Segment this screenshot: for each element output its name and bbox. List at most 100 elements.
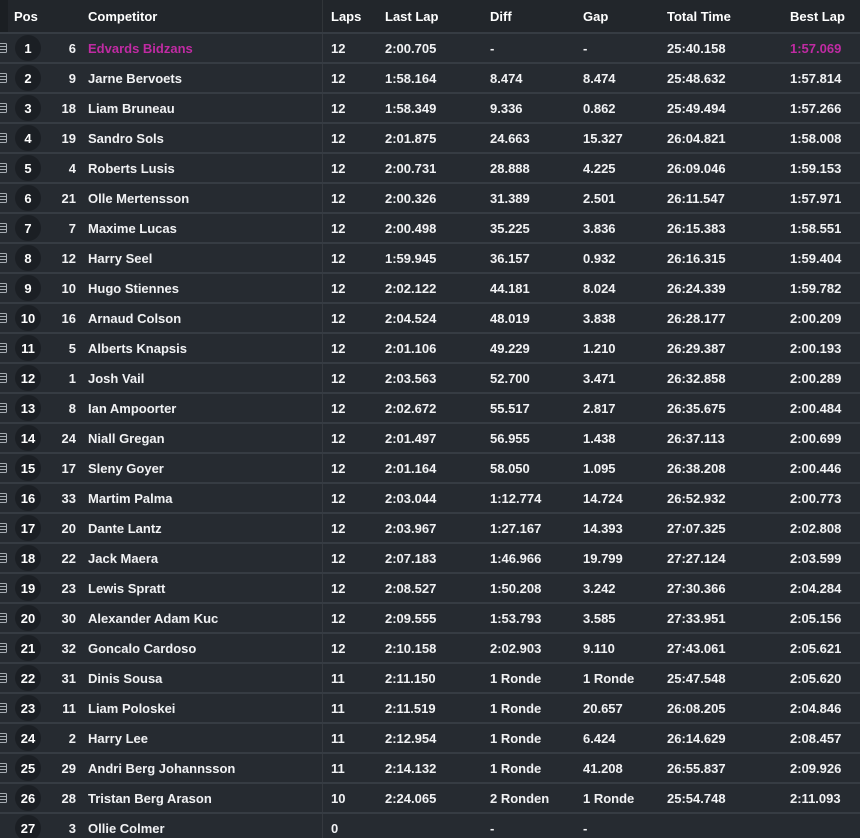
table-row[interactable]: 16 33 Martim Palma 12 2:03.044 1:12.774 …	[0, 482, 860, 512]
lap-chart-icon[interactable]	[0, 402, 7, 414]
diff-value: 1:53.793	[490, 610, 542, 626]
best-lap-value: 2:00.289	[790, 370, 842, 386]
lap-chart-icon[interactable]	[0, 732, 7, 744]
table-row[interactable]: 27 3 Ollie Colmer 0 - -	[0, 812, 860, 838]
table-row[interactable]: 12 1 Josh Vail 12 2:03.563 52.700 3.471 …	[0, 362, 860, 392]
position-cell: 11	[8, 335, 44, 361]
diff-value: 35.225	[490, 220, 530, 236]
position-badge: 20	[15, 605, 41, 631]
lap-chart-icon[interactable]	[0, 252, 7, 264]
car-number: 3	[68, 820, 76, 836]
competitor-name: Niall Gregan	[88, 430, 165, 446]
row-icon-cell	[0, 274, 8, 302]
last-lap-value: 2:03.967	[385, 520, 437, 536]
lap-chart-icon[interactable]	[0, 162, 7, 174]
car-number: 6	[68, 40, 76, 56]
competitor-name: Harry Seel	[88, 250, 153, 266]
lap-chart-icon[interactable]	[0, 42, 7, 54]
competitor-name: Jack Maera	[88, 550, 159, 566]
row-icon-cell	[0, 604, 8, 632]
table-row[interactable]: 1 6 Edvards Bidzans 12 2:00.705 - - 25:4…	[0, 32, 860, 62]
table-row[interactable]: 8 12 Harry Seel 12 1:59.945 36.157 0.932…	[0, 242, 860, 272]
table-row[interactable]: 4 19 Sandro Sols 12 2:01.875 24.663 15.3…	[0, 122, 860, 152]
table-row[interactable]: 19 23 Lewis Spratt 12 2:08.527 1:50.208 …	[0, 572, 860, 602]
lap-chart-icon[interactable]	[0, 132, 7, 144]
lap-chart-icon[interactable]	[0, 312, 7, 324]
gap-value: -	[583, 40, 588, 56]
table-row[interactable]: 6 21 Olle Mertensson 12 2:00.326 31.389 …	[0, 182, 860, 212]
table-row[interactable]: 7 7 Maxime Lucas 12 2:00.498 35.225 3.83…	[0, 212, 860, 242]
lap-chart-icon[interactable]	[0, 762, 7, 774]
table-row[interactable]: 24 2 Harry Lee 11 2:12.954 1 Ronde 6.424…	[0, 722, 860, 752]
lap-chart-icon[interactable]	[0, 672, 7, 684]
table-row[interactable]: 23 11 Liam Poloskei 11 2:11.519 1 Ronde …	[0, 692, 860, 722]
car-number: 5	[68, 340, 76, 356]
table-row[interactable]: 26 28 Tristan Berg Arason 10 2:24.065 2 …	[0, 782, 860, 812]
table-row[interactable]: 18 22 Jack Maera 12 2:07.183 1:46.966 19…	[0, 542, 860, 572]
lap-chart-icon[interactable]	[0, 642, 7, 654]
lap-chart-icon[interactable]	[0, 462, 7, 474]
total-time-value: 27:43.061	[667, 640, 726, 656]
lap-chart-icon[interactable]	[0, 342, 7, 354]
table-row[interactable]: 14 24 Niall Gregan 12 2:01.497 56.955 1.…	[0, 422, 860, 452]
table-row[interactable]: 17 20 Dante Lantz 12 2:03.967 1:27.167 1…	[0, 512, 860, 542]
table-row[interactable]: 5 4 Roberts Lusis 12 2:00.731 28.888 4.2…	[0, 152, 860, 182]
table-row[interactable]: 13 8 Ian Ampoorter 12 2:02.672 55.517 2.…	[0, 392, 860, 422]
lap-chart-icon[interactable]	[0, 492, 7, 504]
lap-chart-icon[interactable]	[0, 522, 7, 534]
total-time-value: 26:52.932	[667, 490, 726, 506]
competitor-name: Edvards Bidzans	[88, 40, 193, 56]
last-lap-value: 2:02.672	[385, 400, 437, 416]
lap-chart-icon[interactable]	[0, 372, 7, 384]
last-lap-value: 2:01.497	[385, 430, 437, 446]
total-time-value: 27:07.325	[667, 520, 726, 536]
competitor-name: Hugo Stiennes	[88, 280, 180, 296]
lap-chart-icon[interactable]	[0, 612, 7, 624]
position-number: 5	[24, 160, 32, 176]
competitor-name: Jarne Bervoets	[88, 70, 182, 86]
lap-chart-icon[interactable]	[0, 282, 7, 294]
lap-chart-icon[interactable]	[0, 702, 7, 714]
car-number: 23	[61, 580, 76, 596]
row-icon-cell	[0, 784, 8, 812]
position-number: 3	[24, 100, 32, 116]
last-lap-value: 2:01.164	[385, 460, 437, 476]
position-cell: 23	[8, 695, 44, 721]
car-number: 19	[61, 130, 76, 146]
position-badge: 3	[15, 95, 41, 121]
header-row: Pos Competitor Laps Last Lap Diff Gap To…	[0, 0, 860, 32]
lap-chart-icon[interactable]	[0, 222, 7, 234]
lap-chart-icon[interactable]	[0, 552, 7, 564]
position-badge: 24	[15, 725, 41, 751]
lap-chart-icon[interactable]	[0, 432, 7, 444]
table-row[interactable]: 11 5 Alberts Knapsis 12 2:01.106 49.229 …	[0, 332, 860, 362]
row-icon-cell	[0, 544, 8, 572]
lap-chart-icon[interactable]	[0, 72, 7, 84]
diff-value: 52.700	[490, 370, 530, 386]
position-number: 25	[20, 760, 36, 776]
table-row[interactable]: 21 32 Goncalo Cardoso 12 2:10.158 2:02.9…	[0, 632, 860, 662]
car-number: 21	[61, 190, 76, 206]
gap-value: -	[583, 820, 588, 836]
total-time-value: 26:04.821	[667, 130, 726, 146]
lap-chart-icon[interactable]	[0, 792, 7, 804]
table-row[interactable]: 3 18 Liam Bruneau 12 1:58.349 9.336 0.86…	[0, 92, 860, 122]
total-time-value: 25:40.158	[667, 40, 726, 56]
table-row[interactable]: 9 10 Hugo Stiennes 12 2:02.122 44.181 8.…	[0, 272, 860, 302]
position-badge: 18	[15, 545, 41, 571]
lap-chart-icon[interactable]	[0, 192, 7, 204]
diff-value: 1:50.208	[490, 580, 542, 596]
total-time-value: 26:16.315	[667, 250, 726, 266]
lap-chart-icon[interactable]	[0, 582, 7, 594]
lap-chart-icon[interactable]	[0, 102, 7, 114]
position-badge: 14	[15, 425, 41, 451]
table-row[interactable]: 25 29 Andri Berg Johannsson 11 2:14.132 …	[0, 752, 860, 782]
table-row[interactable]: 15 17 Sleny Goyer 12 2:01.164 58.050 1.0…	[0, 452, 860, 482]
table-row[interactable]: 20 30 Alexander Adam Kuc 12 2:09.555 1:5…	[0, 602, 860, 632]
table-row[interactable]: 2 9 Jarne Bervoets 12 1:58.164 8.474 8.4…	[0, 62, 860, 92]
table-row[interactable]: 22 31 Dinis Sousa 11 2:11.150 1 Ronde 1 …	[0, 662, 860, 692]
last-lap-value: 2:00.705	[385, 40, 437, 56]
header-icon-spacer	[0, 0, 8, 32]
total-time-value: 26:35.675	[667, 400, 726, 416]
table-row[interactable]: 10 16 Arnaud Colson 12 2:04.524 48.019 3…	[0, 302, 860, 332]
